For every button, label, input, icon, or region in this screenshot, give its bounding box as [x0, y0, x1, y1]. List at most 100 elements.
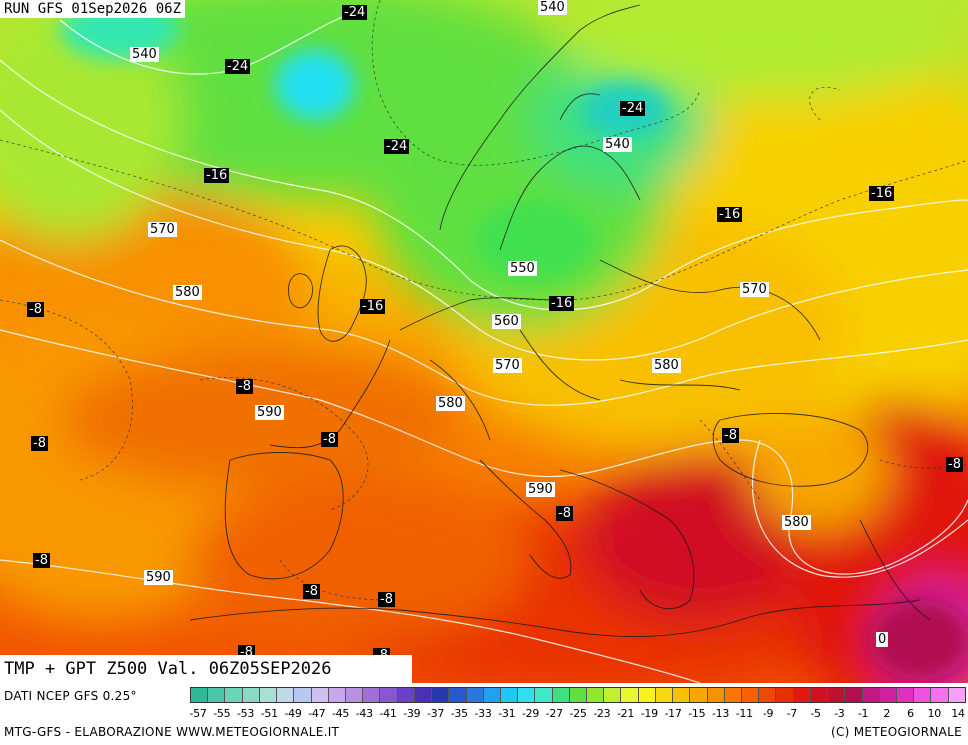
legend-tick: -29 — [521, 707, 540, 720]
tmp-label: -8 — [27, 302, 44, 317]
legend-tick: -9 — [762, 707, 774, 720]
gpt-label: 590 — [144, 570, 173, 585]
legend-tick: -39 — [403, 707, 421, 720]
legend-tick: -5 — [810, 707, 821, 720]
gpt-label: 550 — [508, 261, 537, 276]
legend-tick: -41 — [379, 707, 397, 720]
legend-tick: -3 — [834, 707, 845, 720]
legend-swatch — [638, 688, 656, 702]
gpt-label: 560 — [492, 314, 521, 329]
legend-swatch — [191, 688, 209, 702]
gpt-label: 540 — [603, 137, 632, 152]
gpt-label: 570 — [148, 222, 177, 237]
footer: DATI NCEP GFS 0.25° -57 -55 -53 -51 -49 -47 -4… — [0, 683, 968, 745]
legend-swatch — [294, 688, 312, 702]
tmp-label: -24 — [342, 5, 368, 20]
legend-swatch — [380, 688, 398, 702]
gpt-label: 540 — [130, 47, 159, 62]
legend-tick: -47 — [308, 707, 326, 720]
tmp-label: -8 — [946, 457, 963, 472]
legend-swatch — [587, 688, 605, 702]
tmp-label: -24 — [225, 59, 251, 74]
legend-tick: 6 — [907, 707, 914, 720]
legend-swatch — [483, 688, 501, 702]
legend-swatch — [948, 688, 965, 702]
legend-swatch — [896, 688, 915, 702]
legend-swatch — [759, 688, 777, 702]
legend-tick: -27 — [545, 707, 563, 720]
legend-tick: -21 — [616, 707, 635, 720]
gpt-label: 0 — [876, 632, 889, 647]
legend-swatch — [724, 688, 742, 702]
run-label: RUN GFS 01Sep2026 06Z — [0, 0, 186, 18]
legend-swatch — [690, 688, 708, 702]
legend-swatch — [879, 688, 897, 702]
gpt-label: 580 — [436, 396, 465, 411]
legend-swatch — [225, 688, 243, 702]
legend-swatch — [810, 688, 829, 702]
gpt-label: 570 — [740, 282, 769, 297]
color-legend — [190, 687, 966, 703]
legend-tick: -35 — [450, 707, 468, 720]
legend-tick: -45 — [331, 707, 350, 720]
tmp-label: -24 — [620, 101, 646, 116]
gpt-label: 580 — [173, 285, 202, 300]
legend-swatch — [518, 688, 536, 702]
tmp-label: -8 — [33, 553, 50, 568]
legend-swatch — [931, 688, 949, 702]
legend-tick: -25 — [569, 707, 587, 720]
legend-swatch — [345, 688, 364, 702]
tmp-label: -16 — [204, 168, 230, 183]
legend-tick: -57 — [189, 707, 207, 720]
map-title: TMP + GPT Z500 Val. 06Z05SEP2026 — [0, 655, 412, 683]
tmp-label: -24 — [384, 139, 410, 154]
legend-tick: -15 — [688, 707, 706, 720]
legend-tick: 10 — [927, 707, 942, 720]
legend-tick: -49 — [284, 707, 302, 720]
legend-swatch — [242, 688, 260, 702]
legend-swatch — [569, 688, 588, 702]
legend-swatch — [363, 688, 381, 702]
tmp-label: -8 — [722, 428, 739, 443]
gpt-label: 580 — [782, 515, 811, 530]
legend-swatch — [914, 688, 932, 702]
legend-tick: -31 — [498, 707, 516, 720]
legend-swatch — [500, 688, 519, 702]
legend-swatch — [311, 688, 329, 702]
legend-swatch — [397, 688, 415, 702]
legend-swatch — [277, 688, 295, 702]
legend-tick: 2 — [883, 707, 891, 720]
tmp-label: -16 — [360, 299, 386, 314]
legend-tick: -43 — [355, 707, 373, 720]
gpt-label: 590 — [526, 482, 555, 497]
legend-swatch — [655, 688, 674, 702]
data-source-label: DATI NCEP GFS 0.25° — [4, 689, 137, 703]
legend-swatch — [449, 688, 467, 702]
legend-swatch — [707, 688, 725, 702]
legend-swatch — [535, 688, 553, 702]
legend-swatch — [414, 688, 433, 702]
legend-swatch — [742, 688, 760, 702]
temperature-field — [0, 0, 968, 683]
legend-swatch — [604, 688, 622, 702]
legend-tick: -55 — [213, 707, 231, 720]
legend-tick: -17 — [664, 707, 682, 720]
legend-tick: -51 — [260, 707, 278, 720]
gpt-label: 590 — [255, 405, 284, 420]
legend-swatch — [552, 688, 570, 702]
tmp-label: -8 — [236, 379, 253, 394]
legend-swatch — [466, 688, 484, 702]
gpt-label: 580 — [652, 358, 681, 373]
tmp-label: -8 — [31, 436, 48, 451]
credit-left: MTG-GFS - ELABORAZIONE WWW.METEOGIORNALE… — [4, 725, 340, 739]
legend-swatch — [793, 688, 811, 702]
tmp-label: -16 — [869, 186, 895, 201]
legend-swatch — [259, 688, 278, 702]
legend-tick: -53 — [236, 707, 255, 720]
tmp-label: -8 — [303, 584, 320, 599]
legend-swatch — [862, 688, 880, 702]
legend-swatch — [621, 688, 639, 702]
legend-swatch — [828, 688, 846, 702]
tmp-label: -16 — [717, 207, 743, 222]
legend-tick: -1 — [857, 707, 869, 720]
